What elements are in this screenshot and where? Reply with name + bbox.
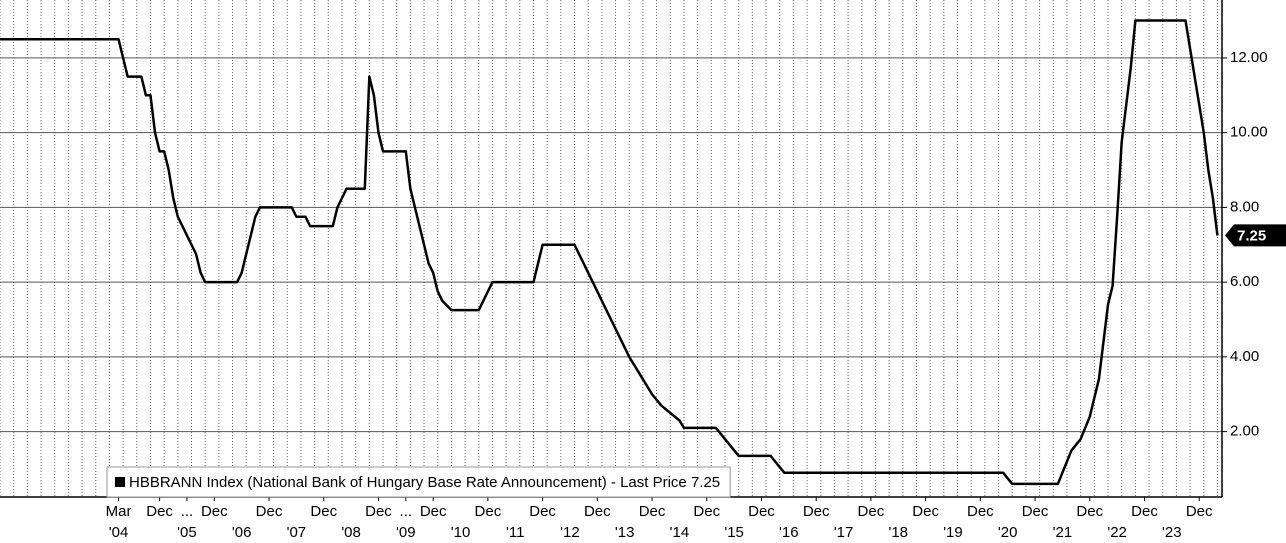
legend-swatch — [115, 477, 125, 487]
x-tick-label: Dec — [201, 503, 228, 520]
x-tick-label: ... — [400, 503, 413, 520]
last-price-label: 7.25 — [1237, 227, 1266, 244]
y-tick-label: 12.00 — [1230, 49, 1268, 66]
legend-box — [106, 466, 731, 498]
x-tick-label: ... — [181, 503, 194, 520]
x-tick-label: Dec — [529, 503, 556, 520]
y-tick-label: 6.00 — [1230, 273, 1259, 290]
legend-label: HBBRANN Index (National Bank of Hungary … — [129, 474, 720, 491]
x-year-label: '16 — [779, 524, 799, 541]
x-tick-label: Dec — [584, 503, 611, 520]
x-year-label: '08 — [341, 524, 361, 541]
series-line — [0, 19, 1219, 486]
x-year-label: '09 — [396, 524, 416, 541]
x-tick-label: Dec — [912, 503, 939, 520]
x-year-label: '19 — [943, 524, 963, 541]
x-year-label: '17 — [834, 524, 854, 541]
x-year-label: '22 — [1107, 524, 1127, 541]
y-tick-label: 10.00 — [1230, 124, 1268, 141]
x-tick-label: Dec — [420, 503, 447, 520]
y-tick-label: 8.00 — [1230, 198, 1259, 215]
x-tick-label: Dec — [858, 503, 885, 520]
y-tick-label: 4.00 — [1230, 348, 1259, 365]
x-year-label: '07 — [287, 524, 307, 541]
x-year-label: '10 — [451, 524, 471, 541]
x-year-label: '06 — [232, 524, 252, 541]
x-year-label: '12 — [560, 524, 580, 541]
x-tick-label: Dec — [146, 503, 173, 520]
x-year-label: '04 — [109, 524, 129, 541]
x-year-label: '18 — [888, 524, 908, 541]
legend: HBBRANN Index (National Bank of Hungary … — [106, 466, 731, 498]
x-year-label: '11 — [506, 524, 524, 541]
x-tick-label: Dec — [639, 503, 666, 520]
x-tick-label: Dec — [1022, 503, 1049, 520]
x-tick-label: Dec — [365, 503, 392, 520]
x-tick-label: Dec — [693, 503, 720, 520]
x-year-label: '21 — [1053, 524, 1073, 541]
x-tick-label: Dec — [475, 503, 502, 520]
x-year-label: '14 — [670, 524, 690, 541]
x-year-label: '23 — [1162, 524, 1182, 541]
x-tick-label: Dec — [310, 503, 337, 520]
x-tick-label: Dec — [748, 503, 775, 520]
x-year-label: '20 — [998, 524, 1018, 541]
x-tick-label: Dec — [1186, 503, 1213, 520]
x-tick-label: Dec — [256, 503, 283, 520]
x-tick-label: Mar — [106, 503, 132, 520]
x-tick-label: Dec — [803, 503, 830, 520]
x-tick-label: Dec — [1076, 503, 1103, 520]
x-tick-label: Dec — [967, 503, 994, 520]
x-tick-label: Dec — [1131, 503, 1158, 520]
last-price-tag — [1225, 224, 1286, 247]
x-year-label: '15 — [724, 524, 744, 541]
x-year-label: '05 — [177, 524, 197, 541]
x-year-label: '13 — [615, 524, 635, 541]
y-tick-label: 2.00 — [1230, 423, 1259, 440]
